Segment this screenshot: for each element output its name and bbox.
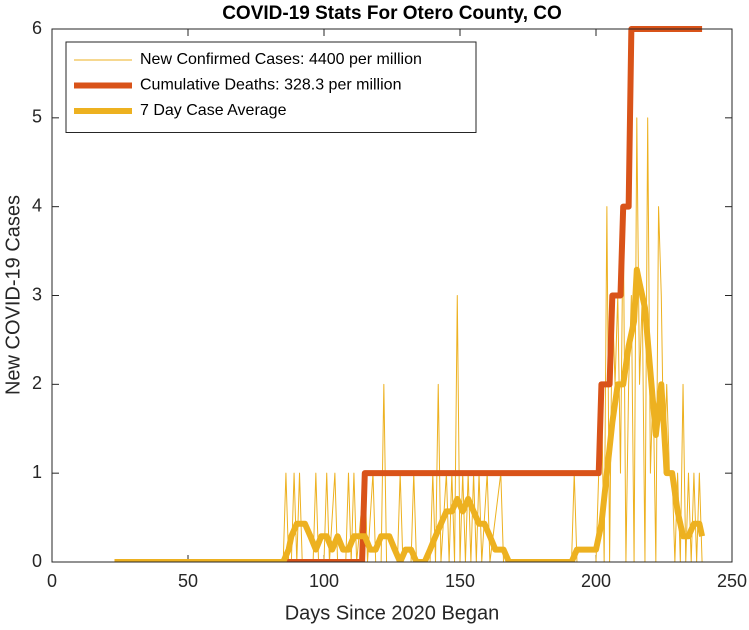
legend-label: New Confirmed Cases: 4400 per million <box>140 51 422 68</box>
chart-title: COVID-19 Stats For Otero County, CO <box>222 3 562 24</box>
legend-label: 7 Day Case Average <box>140 102 287 119</box>
x-axis-label: Days Since 2020 Began <box>285 602 500 624</box>
x-tick-label: 250 <box>717 571 747 591</box>
y-axis-label: New COVID-19 Cases <box>2 195 24 395</box>
x-tick-label: 200 <box>581 571 611 591</box>
axes-box <box>51 28 733 563</box>
legend-box <box>65 41 477 133</box>
series-line <box>114 266 706 562</box>
x-tick-label: 100 <box>309 571 339 591</box>
y-tick-label: 0 <box>32 551 42 571</box>
y-tick-label: 5 <box>32 107 42 127</box>
y-tick-label: 6 <box>32 18 42 38</box>
x-tick-label: 50 <box>178 571 198 591</box>
y-tick-label: 1 <box>32 462 42 482</box>
x-tick-label: 0 <box>47 571 57 591</box>
legend-label: Cumulative Deaths: 328.3 per million <box>140 77 401 94</box>
plot-lines <box>114 26 706 562</box>
x-tick-label: 150 <box>445 571 475 591</box>
y-tick-label: 2 <box>32 373 42 393</box>
series-line <box>114 26 703 562</box>
y-tick-label: 4 <box>32 195 42 215</box>
y-tick-label: 3 <box>32 284 42 304</box>
